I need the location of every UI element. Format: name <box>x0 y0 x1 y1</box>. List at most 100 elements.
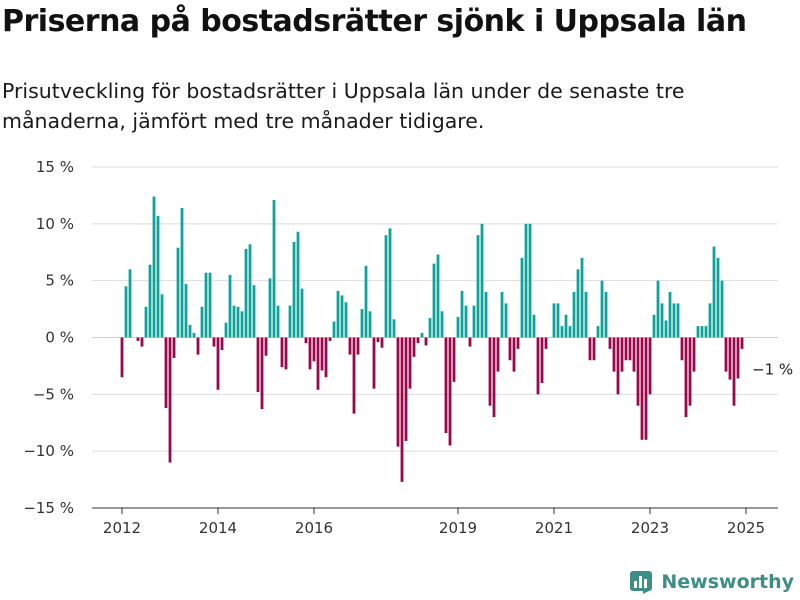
bar <box>692 337 696 372</box>
bar <box>336 290 340 338</box>
bar <box>676 303 680 338</box>
bar <box>480 223 484 338</box>
bar <box>272 199 276 338</box>
x-tick-label: 2016 <box>295 519 333 537</box>
y-tick-label: −10 % <box>23 442 74 460</box>
bar <box>560 326 564 338</box>
bar <box>268 278 272 338</box>
bar <box>316 337 320 390</box>
bar <box>180 207 184 338</box>
bar <box>184 284 188 338</box>
bar <box>472 305 476 338</box>
bar <box>156 215 160 338</box>
bar <box>276 305 280 338</box>
chart-subtitle: Prisutveckling för bostadsrätter i Uppsa… <box>2 79 685 133</box>
bar <box>340 295 344 338</box>
bar <box>728 337 732 380</box>
y-tick-label: 10 % <box>36 215 74 233</box>
bar <box>120 337 124 378</box>
bar <box>588 337 592 361</box>
bar <box>624 337 628 361</box>
bar <box>124 286 128 338</box>
bar <box>632 337 636 372</box>
bar <box>204 272 208 338</box>
bar <box>688 337 692 406</box>
bar <box>228 274 232 338</box>
bar <box>584 292 588 338</box>
bar <box>352 337 356 414</box>
bar <box>528 223 532 338</box>
bar <box>476 235 480 338</box>
bar <box>284 337 288 370</box>
bar <box>656 280 660 338</box>
bar <box>232 305 236 338</box>
bar <box>300 288 304 338</box>
bar <box>600 280 604 338</box>
bar <box>144 306 148 338</box>
bar <box>644 337 648 440</box>
bar <box>344 302 348 338</box>
bar <box>220 337 224 350</box>
page-title: Priserna på bostadsrätter sjönk i Uppsal… <box>2 4 747 39</box>
bar <box>188 325 192 338</box>
bar <box>732 337 736 406</box>
bar <box>312 337 316 362</box>
bar <box>556 303 560 338</box>
bar <box>596 326 600 338</box>
bar <box>492 337 496 418</box>
bar <box>200 306 204 338</box>
bar <box>348 337 352 355</box>
bar <box>536 337 540 395</box>
bar <box>540 337 544 383</box>
bar <box>636 337 640 406</box>
bar <box>308 337 312 370</box>
bar <box>484 292 488 338</box>
bar <box>640 337 644 440</box>
bar <box>736 337 740 379</box>
bar <box>436 254 440 338</box>
axes <box>92 507 778 514</box>
latest-value-annotation: −1 % <box>752 361 793 379</box>
bar <box>512 337 516 372</box>
bar <box>176 247 180 338</box>
bar <box>208 272 212 338</box>
bar <box>696 326 700 338</box>
bar <box>684 337 688 418</box>
bar <box>380 337 384 348</box>
bar <box>388 228 392 338</box>
bar <box>580 257 584 338</box>
bar <box>500 292 504 338</box>
bar <box>668 292 672 338</box>
bar <box>448 337 452 446</box>
brand[interactable]: Newsworthy <box>629 570 794 594</box>
bar <box>576 269 580 338</box>
bar <box>384 235 388 338</box>
y-tick-label: 5 % <box>45 272 74 290</box>
bar <box>172 337 176 358</box>
bar <box>444 337 448 433</box>
bar <box>400 337 404 482</box>
x-tick-label: 2023 <box>631 519 669 537</box>
y-tick-label: 15 % <box>36 158 74 176</box>
y-tick-label: −15 % <box>23 499 74 517</box>
bar <box>616 337 620 395</box>
bar <box>304 337 308 344</box>
bar <box>396 337 400 447</box>
bar <box>412 337 416 357</box>
bar <box>392 319 396 338</box>
y-tick-label: 0 % <box>45 329 74 347</box>
bar <box>152 196 156 338</box>
x-tick-label: 2012 <box>103 519 141 537</box>
bar <box>464 305 468 338</box>
bar <box>420 332 424 338</box>
bar <box>532 314 536 338</box>
bar <box>488 337 492 406</box>
bar <box>496 337 500 372</box>
bar <box>564 314 568 338</box>
bar <box>240 311 244 338</box>
bar <box>652 314 656 338</box>
bar <box>244 248 248 338</box>
bar-chart: 15 % 10 % 5 % 0 % −5 % −10 % −15 % 2012 2014 2016… <box>23 158 793 537</box>
bar <box>140 337 144 347</box>
bar <box>680 337 684 361</box>
